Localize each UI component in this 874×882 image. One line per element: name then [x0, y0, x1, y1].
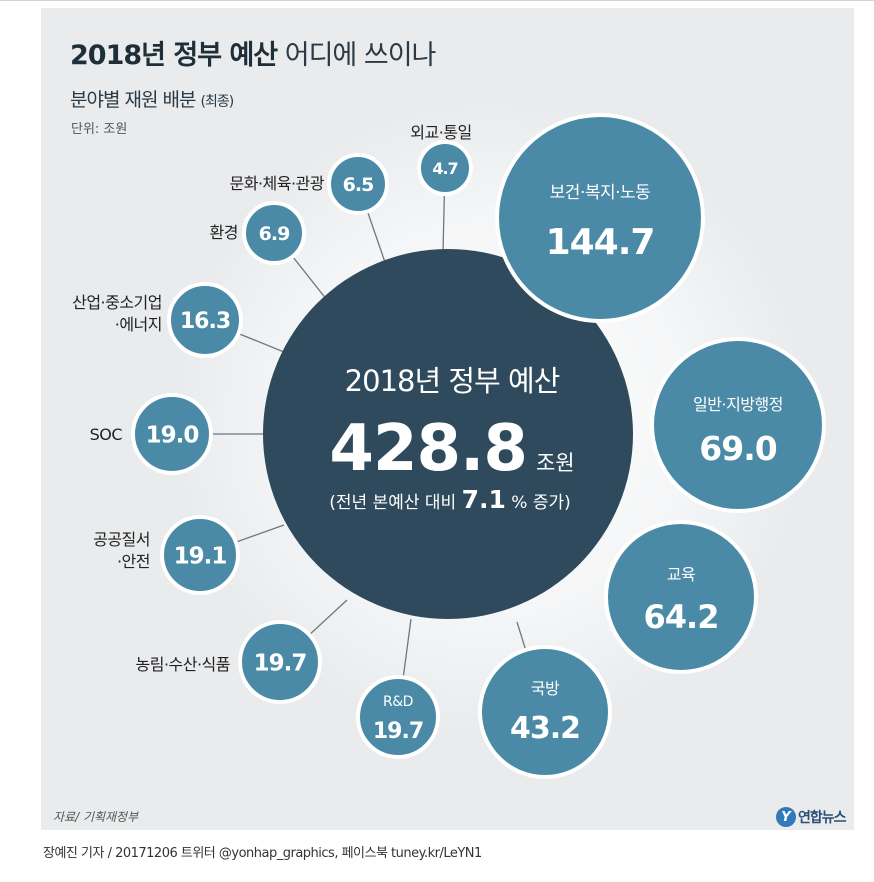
category-bubble: R&D 19.7: [356, 675, 440, 759]
bubble-circle: [131, 393, 213, 475]
center-label: 2018년 정부 예산: [345, 364, 560, 398]
category-name: ·안전: [117, 552, 150, 571]
category-value: 4.7: [432, 159, 457, 178]
category-name: 보건·복지·노동: [550, 183, 651, 203]
category-bubble: 16.3 산업·중소기업 ·에너지: [72, 282, 243, 358]
category-name: SOC: [90, 425, 123, 444]
page-subtitle: 분야별 재원 배분 (최종): [70, 85, 235, 112]
category-value: 144.7: [546, 222, 655, 263]
center-value: 428.8: [329, 412, 526, 486]
category-value: 43.2: [510, 711, 580, 746]
bubble-circle: [167, 282, 243, 358]
category-value: 69.0: [699, 429, 776, 468]
category-name: R&D: [383, 694, 413, 710]
category-name: 문화·체육·관광: [230, 174, 325, 193]
bubble-circle: [356, 675, 440, 759]
category-value: 19.7: [373, 719, 423, 744]
subtitle-note: (최종): [200, 94, 235, 110]
category-bubble: 4.7 외교·통일: [410, 123, 473, 196]
category-name: 환경: [210, 223, 238, 242]
category-bubble: 보건·복지·노동 144.7: [495, 113, 705, 323]
bubble-circle: [650, 337, 826, 513]
title-light: 어디에 쓰이나: [284, 40, 437, 71]
category-name: 일반·지방행정: [693, 395, 783, 414]
credit-line: 장예진 기자 / 20171206 트위터 @yonhap_graphics, …: [43, 846, 482, 861]
title-bold: 2018년 정부 예산: [70, 40, 278, 71]
bubble-circle: [604, 520, 758, 674]
bubble-circle: [327, 153, 389, 215]
category-value: 19.7: [254, 650, 307, 676]
category-bubble: 일반·지방행정 69.0: [650, 337, 826, 513]
category-name: 국방: [531, 679, 560, 698]
category-bubble: 19.1 공공질서 ·안전: [93, 515, 240, 595]
subtitle-text: 분야별 재원 배분: [70, 89, 196, 111]
source-note: 자료/ 기획재정부: [53, 810, 139, 824]
bubble-circle: [238, 620, 322, 704]
category-bubble: 6.5 문화·체육·관광: [230, 153, 389, 215]
category-value: 16.3: [180, 309, 230, 334]
center-note-pre: (전년 본예산 대비: [329, 493, 461, 513]
category-value: 19.1: [174, 543, 227, 569]
yonhap-logo: Y 연합뉴스: [776, 806, 847, 828]
logo-mark-icon: Y: [776, 807, 796, 827]
bubble-circle: [242, 201, 306, 265]
center-text: 2018년 정부 예산 428.8 조원 (전년 본예산 대비 7.1 % 증가…: [329, 364, 574, 514]
unit-label: 단위: 조원: [71, 122, 128, 137]
bubble-circle: [160, 515, 240, 595]
category-bubble: 교육 64.2: [604, 520, 758, 674]
center-note-post: % 증가): [511, 493, 570, 513]
center-bubble: [263, 249, 633, 619]
bubble-circle: [478, 645, 612, 779]
page-title: 2018년 정부 예산 어디에 쓰이나: [70, 33, 437, 72]
bubble-circle: [417, 140, 473, 196]
category-name: ·에너지: [115, 315, 162, 334]
category-name: 산업·중소기업: [72, 293, 162, 312]
category-value: 19.0: [146, 422, 199, 448]
category-bubble: 6.9 환경: [210, 201, 306, 265]
center-note: (전년 본예산 대비 7.1 % 증가): [329, 485, 571, 514]
category-bubble: 19.0 SOC: [90, 393, 213, 475]
category-value: 6.5: [343, 174, 374, 196]
center-note-num: 7.1: [462, 485, 506, 514]
category-bubble: 19.7 농림·수산·식품: [136, 620, 322, 704]
center-unit: 조원: [536, 451, 575, 475]
top-rule: [0, 0, 874, 1]
category-value: 6.9: [259, 223, 290, 245]
category-name: 농림·수산·식품: [136, 655, 231, 674]
logo-text: 연합뉴스: [798, 810, 847, 826]
category-value: 64.2: [644, 598, 719, 636]
category-name: 교육: [667, 565, 695, 584]
category-name: 공공질서: [93, 530, 150, 549]
bubble-circle: [495, 113, 705, 323]
category-name: 외교·통일: [410, 123, 471, 142]
category-bubble: 국방 43.2: [478, 645, 612, 779]
category-bubbles: 보건·복지·노동 144.7 일반·지방행정 69.0 교육 64.2 국방 43.2 R&D 1…: [72, 113, 826, 779]
center-value-line: 428.8 조원: [329, 412, 574, 486]
